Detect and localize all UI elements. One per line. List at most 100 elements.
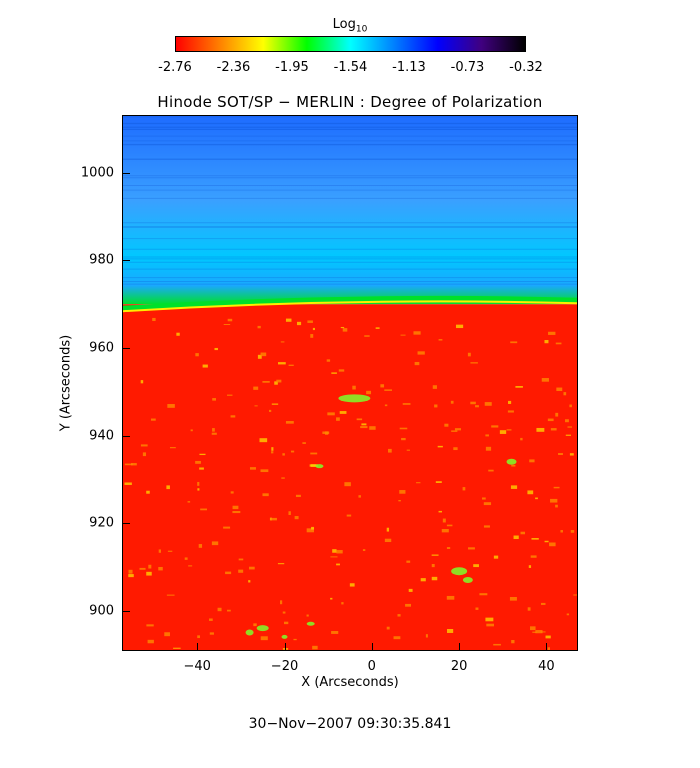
disk-speckle [310, 334, 314, 338]
disk-speckle [195, 353, 199, 357]
disk-speckle [176, 332, 180, 336]
disk-speckle [262, 381, 270, 383]
disk-speckle [462, 487, 466, 491]
disk-speckle [346, 514, 352, 517]
disk-speckle [475, 405, 479, 408]
disk-speckle [148, 564, 152, 569]
polarization-patch [462, 576, 473, 583]
colorbar-tick-label: -1.54 [333, 60, 368, 75]
disk-speckle [209, 618, 213, 621]
disk-speckle [190, 429, 193, 432]
polarization-patch [281, 634, 288, 639]
disk-speckle [545, 635, 551, 639]
y-tick-label: 900 [89, 603, 114, 619]
disk-speckle [336, 550, 343, 554]
disk-speckle [288, 511, 291, 515]
disk-speckle [139, 567, 146, 570]
x-tick-mark [197, 643, 199, 651]
disk-speckle [327, 412, 335, 416]
y-tick-mark [122, 172, 130, 174]
disk-speckle [340, 326, 345, 329]
disk-speckle [420, 578, 426, 582]
disk-speckle [232, 505, 239, 510]
disk-speckle [536, 427, 545, 432]
disk-speckle [398, 499, 401, 502]
disk-speckle [548, 331, 556, 335]
disk-speckle [360, 426, 368, 429]
disk-speckle [441, 529, 449, 533]
disk-speckle [214, 347, 218, 351]
disk-speckle [147, 639, 154, 644]
disk-speckle [549, 542, 556, 547]
disk-speckle [508, 400, 512, 404]
polarization-patch [245, 629, 254, 636]
disk-speckle [294, 516, 299, 520]
disk-speckle [230, 415, 236, 418]
x-tick-mark [371, 643, 373, 651]
disk-speckle [197, 488, 200, 491]
disk-speckle [509, 596, 517, 601]
disk-speckle [140, 444, 148, 447]
disk-speckle [238, 558, 244, 561]
disk-speckle [257, 354, 262, 359]
disk-speckle [209, 632, 214, 635]
disk-speckle [262, 493, 269, 497]
disk-speckle [260, 469, 269, 473]
disk-speckle [142, 452, 147, 457]
y-tick-mark [122, 523, 130, 525]
polarization-patch [451, 567, 468, 576]
disk-speckle [238, 569, 244, 573]
disk-speckle [202, 364, 208, 368]
disk-speckle [511, 639, 515, 644]
colorbar-tick-label: -1.95 [275, 60, 309, 75]
disk-speckle [306, 528, 314, 533]
disk-speckle [257, 325, 261, 329]
x-tick-label: −20 [270, 659, 299, 674]
disk-speckle [344, 482, 351, 487]
disk-speckle [399, 427, 408, 430]
disk-speckle [310, 452, 318, 455]
solar-limb [123, 295, 577, 311]
disk-speckle [331, 631, 339, 634]
colorbar [175, 36, 526, 52]
disk-speckle [446, 595, 455, 600]
disk-speckle [431, 554, 439, 556]
disk-speckle [401, 437, 406, 441]
disk-speckle [397, 614, 401, 617]
disk-speckle [312, 645, 318, 650]
disk-speckle [366, 390, 372, 395]
disk-speckle [531, 538, 539, 540]
disk-speckle [520, 531, 526, 535]
disk-speckle [341, 602, 344, 605]
disk-speckle [544, 540, 549, 543]
disk-speckle [408, 588, 413, 592]
disk-speckle [555, 342, 562, 345]
disk-speckle [555, 504, 558, 508]
timestamp: 30−Nov−2007 09:30:35.841 [248, 716, 452, 732]
disk-speckle [384, 389, 393, 391]
disk-speckle [444, 423, 449, 427]
disk-speckle [152, 317, 156, 322]
disk-speckle [573, 594, 577, 596]
disk-speckle [330, 597, 333, 600]
disk-speckle [271, 447, 274, 451]
disk-speckle [485, 617, 494, 622]
colorbar-tick-label: -2.36 [216, 60, 251, 75]
disk-speckle [295, 494, 301, 498]
y-tick-label: 980 [89, 252, 114, 268]
solar-disk-region [123, 304, 577, 650]
disk-speckle [124, 463, 133, 466]
disk-speckle [560, 530, 563, 533]
disk-speckle [455, 324, 464, 329]
disk-speckle [128, 569, 133, 574]
disk-speckle [393, 636, 401, 640]
disk-speckle [499, 430, 507, 434]
disk-speckle [212, 428, 215, 432]
y-tick-mark [122, 260, 130, 262]
disk-speckle [184, 557, 188, 560]
disk-speckle [550, 428, 557, 431]
disk-speckle [198, 544, 203, 548]
disk-speckle [146, 624, 154, 627]
disk-speckle [507, 410, 514, 413]
disk-speckle [530, 626, 536, 631]
